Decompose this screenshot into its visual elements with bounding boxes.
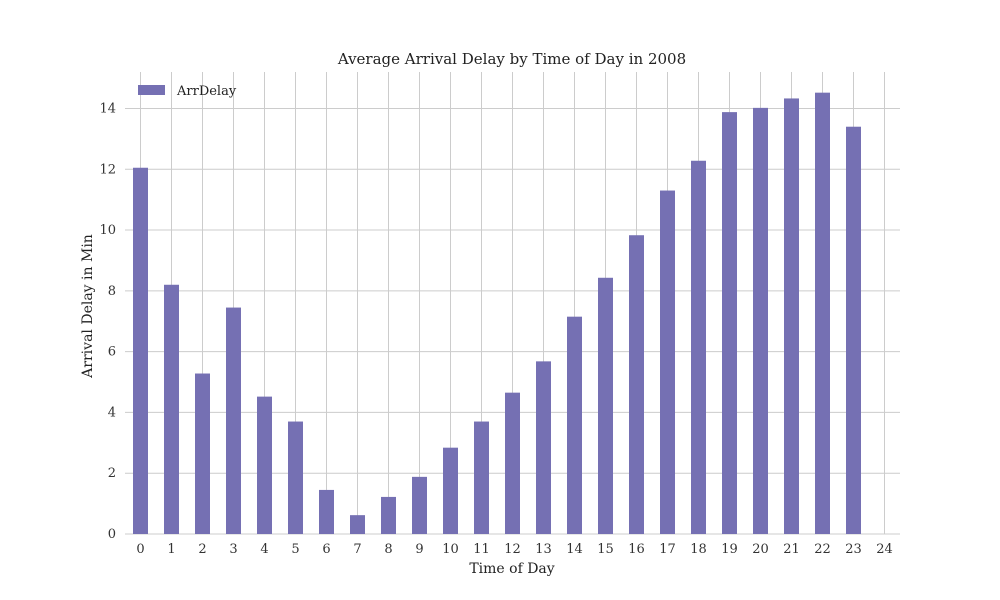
y-tick-label: 4 [108, 405, 116, 420]
x-tick-label: 24 [876, 542, 893, 557]
bar-18 [691, 160, 706, 534]
bar-19 [722, 112, 737, 534]
y-tick-label: 14 [99, 101, 116, 116]
x-tick-label: 17 [659, 542, 676, 557]
x-tick-label: 10 [442, 542, 459, 557]
x-axis-ticks: 0 1 2 3 4 5 6 7 8 9 10 11 12 13 14 15 16 17 18 19 20 21 22 23 24 [136, 542, 892, 557]
bars [133, 92, 861, 535]
bar-9 [412, 476, 427, 534]
bar-0 [133, 167, 148, 535]
x-tick-label: 2 [198, 542, 206, 557]
bar-13 [536, 361, 551, 534]
bar-7 [350, 515, 365, 534]
bar-20 [753, 107, 768, 535]
bar-23 [846, 126, 861, 535]
legend-swatch-arrdelay [138, 85, 165, 95]
bar-5 [288, 421, 303, 534]
bar-8 [381, 496, 396, 534]
bar-15 [598, 277, 613, 534]
bar-14 [567, 316, 582, 534]
legend: ArrDelay [138, 84, 237, 99]
y-tick-label: 10 [99, 223, 116, 238]
x-tick-label: 4 [260, 542, 268, 557]
x-tick-label: 18 [690, 542, 707, 557]
bar-22 [815, 92, 830, 534]
bar-10 [443, 447, 458, 534]
x-tick-label: 23 [845, 542, 862, 557]
bar-21 [784, 98, 799, 534]
x-tick-label: 6 [322, 542, 330, 557]
x-tick-label: 16 [628, 542, 645, 557]
x-tick-label: 15 [597, 542, 614, 557]
x-tick-label: 19 [721, 542, 738, 557]
bar-2 [195, 373, 210, 534]
y-tick-label: 2 [108, 466, 116, 481]
x-tick-label: 12 [504, 542, 521, 557]
bar-17 [660, 190, 675, 534]
bar-3 [226, 307, 241, 534]
chart-title: Average Arrival Delay by Time of Day in … [337, 50, 686, 68]
x-tick-label: 8 [384, 542, 392, 557]
y-tick-label: 6 [108, 345, 116, 360]
x-tick-label: 9 [415, 542, 423, 557]
x-tick-label: 21 [783, 542, 800, 557]
x-axis-label: Time of Day [469, 561, 554, 577]
x-tick-label: 3 [229, 542, 237, 557]
legend-label-arrdelay: ArrDelay [176, 84, 237, 99]
bar-6 [319, 489, 334, 534]
x-tick-label: 5 [291, 542, 299, 557]
y-axis-ticks: 0 2 4 6 8 10 12 14 [99, 101, 116, 542]
bar-16 [629, 235, 644, 535]
x-tick-label: 14 [566, 542, 583, 557]
x-tick-label: 22 [814, 542, 831, 557]
bar-11 [474, 421, 489, 534]
x-tick-label: 20 [752, 542, 769, 557]
x-tick-label: 0 [136, 542, 144, 557]
x-tick-label: 13 [535, 542, 552, 557]
bar-12 [505, 392, 520, 534]
y-tick-label: 8 [108, 284, 116, 299]
x-tick-label: 7 [353, 542, 361, 557]
y-tick-label: 12 [99, 162, 116, 177]
x-tick-label: 1 [167, 542, 175, 557]
x-tick-label: 11 [473, 542, 490, 557]
y-tick-label: 0 [108, 527, 116, 542]
bar-1 [164, 284, 179, 534]
bar-4 [257, 396, 272, 534]
y-axis-label: Arrival Delay in Min [80, 234, 96, 379]
